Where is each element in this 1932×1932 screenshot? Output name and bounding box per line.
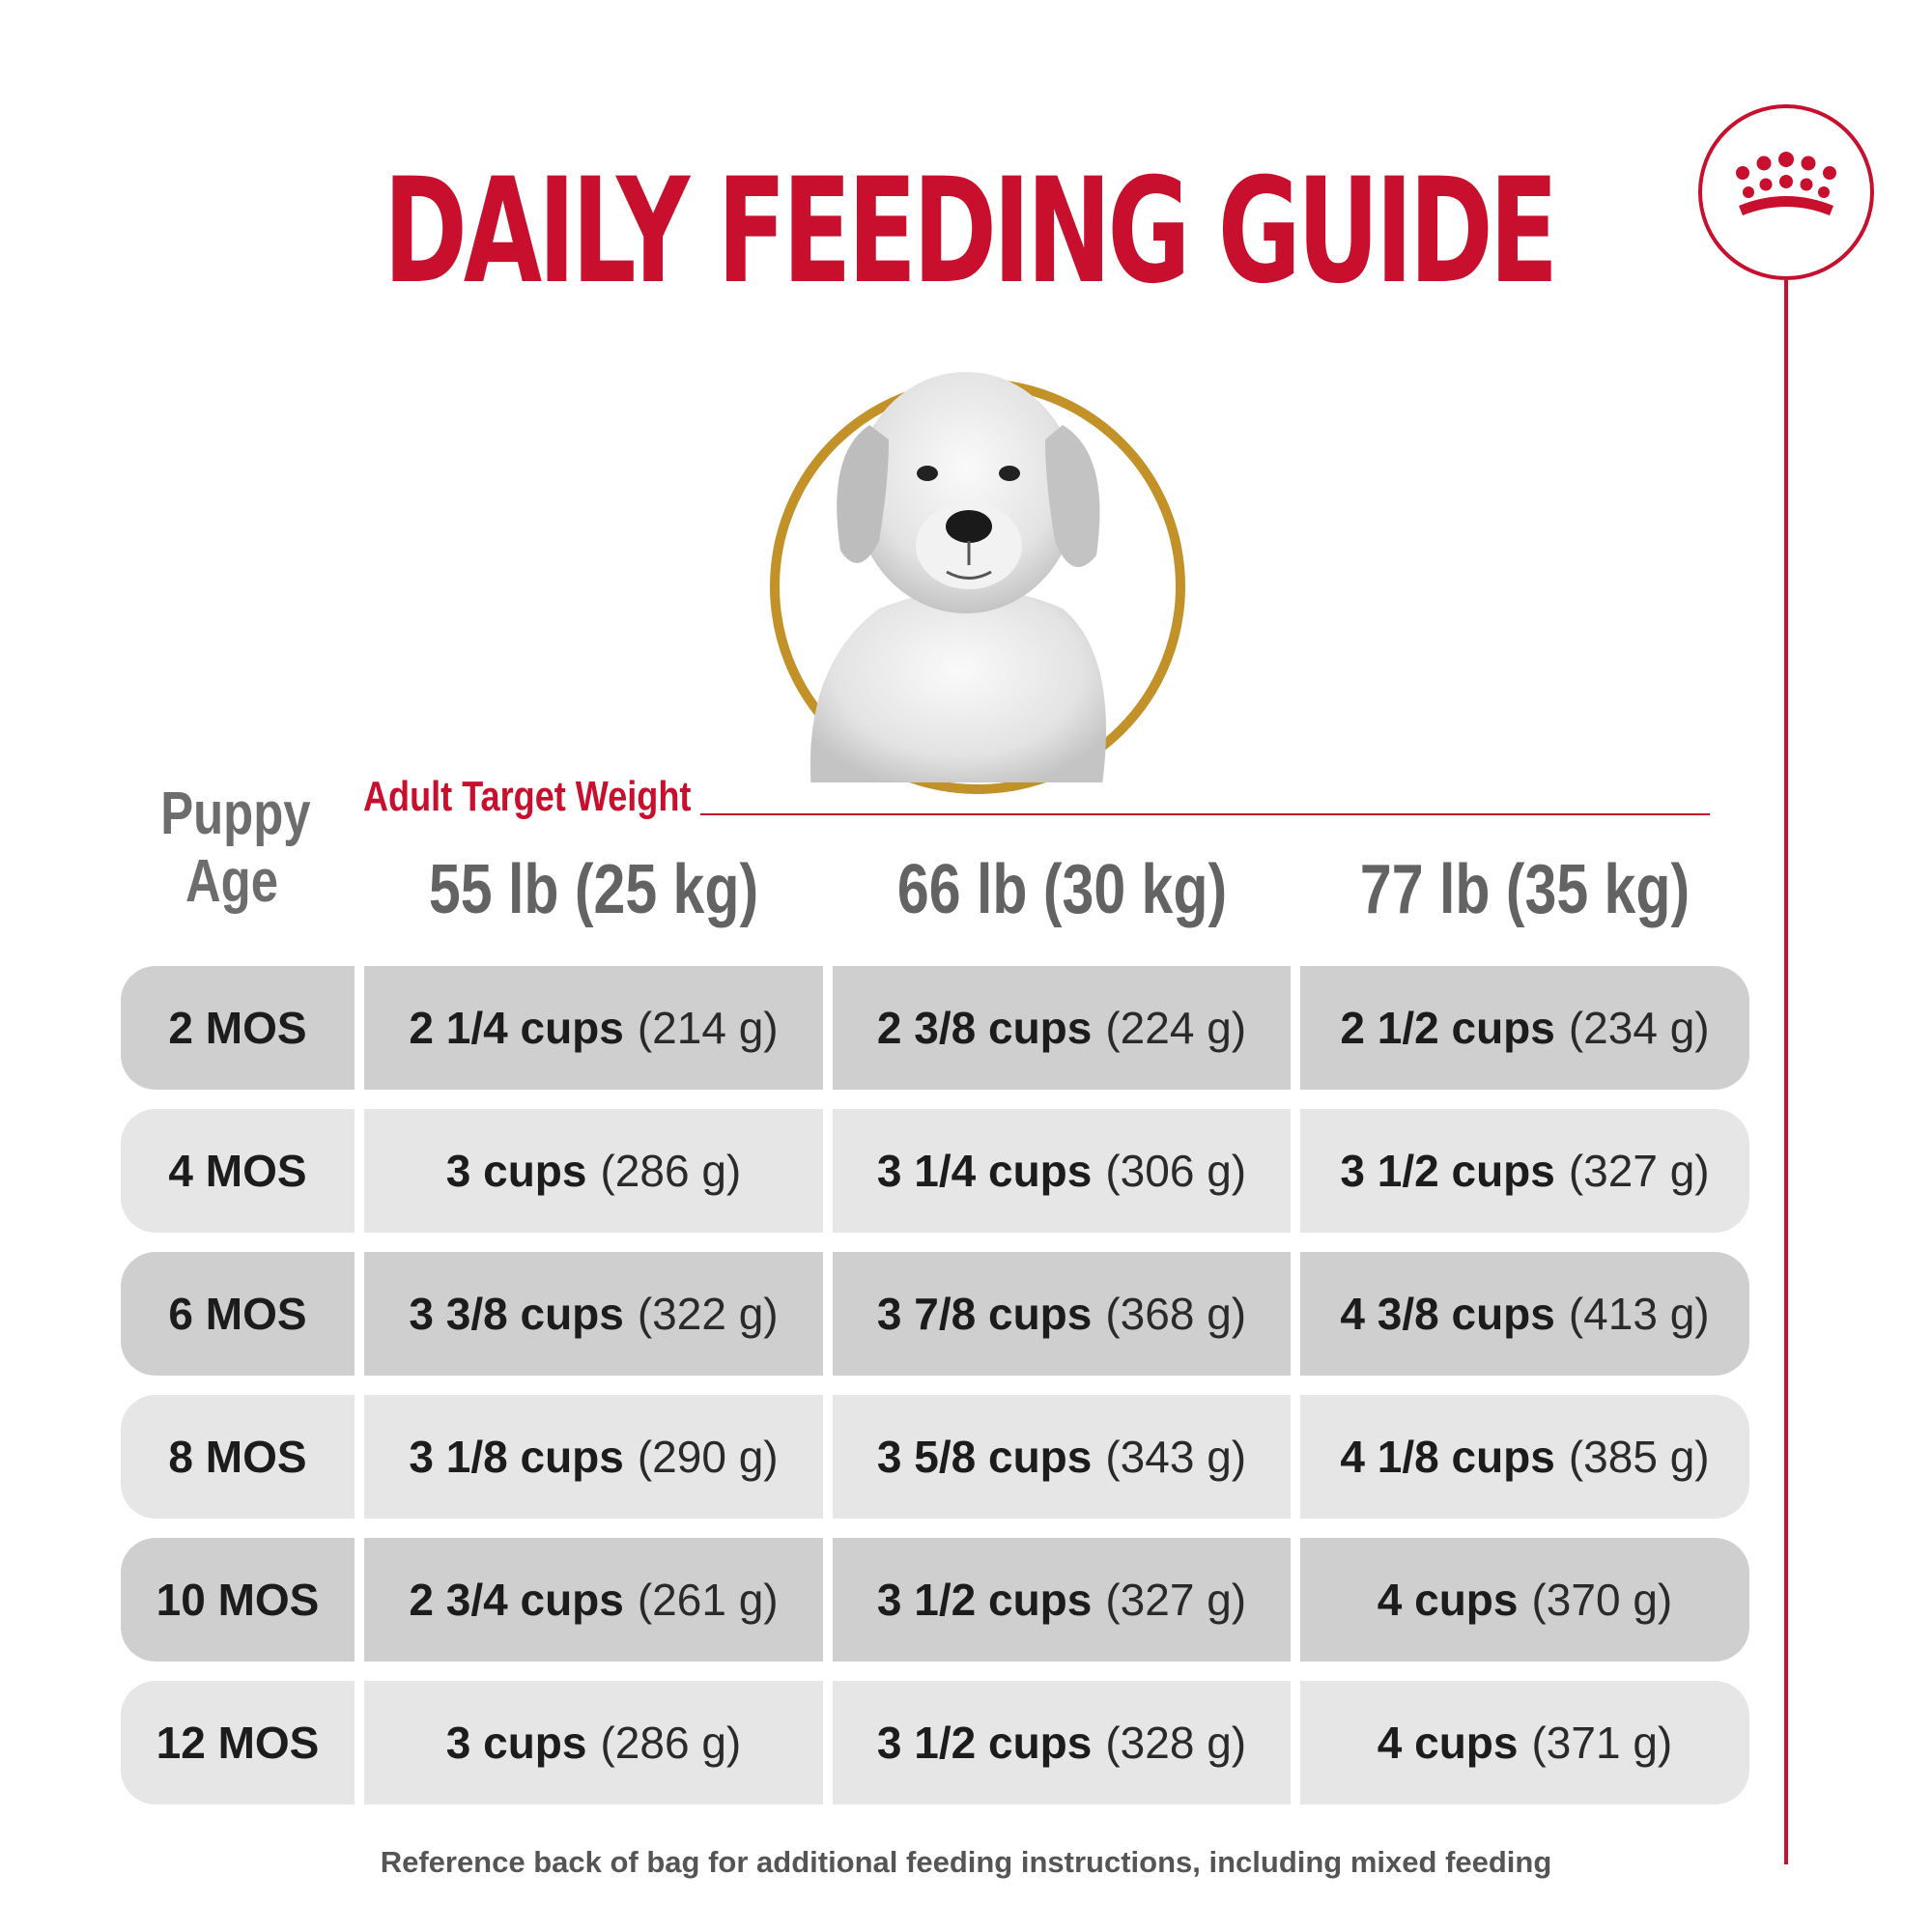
- weight-header-77lb: 77 lb (35 kg): [1359, 851, 1690, 928]
- column-divider: [355, 966, 364, 1090]
- feeding-amount-cell: 3 1/4 cups (306 g): [833, 1109, 1291, 1233]
- grams-amount: (306 g): [1105, 1146, 1247, 1196]
- column-divider: [355, 1538, 364, 1662]
- cups-amount: 3 1/2 cups: [1340, 1146, 1555, 1196]
- grams-amount: (286 g): [600, 1718, 742, 1768]
- footnote: Reference back of bag for additional fee…: [380, 1845, 1552, 1879]
- cups-amount: 4 cups: [1377, 1718, 1519, 1768]
- header-rule: [700, 813, 1710, 815]
- column-divider: [823, 1109, 833, 1233]
- cups-amount: 3 1/2 cups: [876, 1575, 1093, 1625]
- table-row: 6 MOS 3 3/8 cups (322 g) 3 7/8 cups (368 g) 4…: [121, 1252, 1749, 1376]
- feeding-amount-cell: 3 1/2 cups (328 g): [833, 1681, 1291, 1804]
- column-divider: [823, 1681, 833, 1804]
- brand-line: [1784, 280, 1788, 1864]
- grams-amount: (286 g): [600, 1146, 742, 1196]
- column-divider: [823, 966, 833, 1090]
- column-divider: [355, 1109, 364, 1233]
- adult-target-weight-header: Adult Target Weight: [363, 773, 692, 820]
- feeding-amount-cell: 4 3/8 cups (413 g): [1300, 1252, 1749, 1376]
- cups-amount: 3 cups: [445, 1718, 587, 1768]
- crown-icon: [1736, 152, 1836, 215]
- column-divider: [823, 1538, 833, 1662]
- feeding-amount-cell: 3 1/8 cups (290 g): [364, 1395, 823, 1519]
- feeding-amount-cell: 2 3/8 cups (224 g): [833, 966, 1291, 1090]
- feeding-amount-cell: 3 3/8 cups (322 g): [364, 1252, 823, 1376]
- grams-amount: (385 g): [1568, 1432, 1710, 1482]
- column-divider: [1291, 966, 1300, 1090]
- cups-amount: 2 3/8 cups: [876, 1003, 1093, 1053]
- cups-amount: 3 cups: [445, 1146, 587, 1196]
- table-row: 8 MOS 3 1/8 cups (290 g) 3 5/8 cups (343 g) 4…: [121, 1395, 1749, 1519]
- column-divider: [823, 1395, 833, 1519]
- puppy-age-cell: 12 MOS: [156, 1718, 320, 1768]
- grams-amount: (368 g): [1105, 1289, 1247, 1339]
- weight-header-55lb: 55 lb (25 kg): [428, 851, 759, 928]
- column-divider: [355, 1395, 364, 1519]
- grams-amount: (327 g): [1105, 1575, 1247, 1625]
- feeding-amount-cell: 4 cups (371 g): [1300, 1681, 1749, 1804]
- table-row: 10 MOS 2 3/4 cups (261 g) 3 1/2 cups (327 g)…: [121, 1538, 1749, 1662]
- puppy-age-cell: 6 MOS: [168, 1289, 307, 1339]
- grams-amount: (224 g): [1105, 1003, 1247, 1053]
- feeding-amount-cell: 3 7/8 cups (368 g): [833, 1252, 1291, 1376]
- table-row: 2 MOS 2 1/4 cups (214 g) 2 3/8 cups (224 g) 2…: [121, 966, 1749, 1090]
- cups-amount: 2 1/2 cups: [1340, 1003, 1555, 1053]
- column-divider: [1291, 1252, 1300, 1376]
- feeding-amount-cell: 3 1/2 cups (327 g): [833, 1538, 1291, 1662]
- puppy-age-cell: 8 MOS: [168, 1432, 307, 1482]
- table-row: 12 MOS 3 cups (286 g) 3 1/2 cups (328 g) 4 cu…: [121, 1681, 1749, 1804]
- puppy-age-header: Puppy Age: [160, 781, 311, 915]
- puppy-illustration: [810, 372, 1106, 782]
- puppy-age-cell: 2 MOS: [168, 1003, 307, 1053]
- grams-amount: (214 g): [637, 1003, 779, 1053]
- grams-amount: (328 g): [1105, 1718, 1247, 1768]
- cups-amount: 3 1/8 cups: [409, 1432, 624, 1482]
- grams-amount: (327 g): [1568, 1146, 1710, 1196]
- cups-amount: 3 7/8 cups: [876, 1289, 1093, 1339]
- cups-amount: 3 1/4 cups: [876, 1146, 1093, 1196]
- grams-amount: (234 g): [1568, 1003, 1710, 1053]
- column-divider: [1291, 1395, 1300, 1519]
- grams-amount: (370 g): [1531, 1575, 1673, 1625]
- column-divider: [1291, 1681, 1300, 1804]
- cups-amount: 2 3/4 cups: [409, 1575, 624, 1625]
- grams-amount: (343 g): [1105, 1432, 1247, 1482]
- feeding-amount-cell: 3 5/8 cups (343 g): [833, 1395, 1291, 1519]
- cups-amount: 4 1/8 cups: [1340, 1432, 1555, 1482]
- puppy-age-cell: 10 MOS: [156, 1575, 320, 1625]
- cups-amount: 4 3/8 cups: [1340, 1289, 1555, 1339]
- feeding-amount-cell: 3 cups (286 g): [364, 1109, 823, 1233]
- table-row: 4 MOS 3 cups (286 g) 3 1/4 cups (306 g) 3 1/2…: [121, 1109, 1749, 1233]
- cups-amount: 3 5/8 cups: [876, 1432, 1093, 1482]
- weight-header-66lb: 66 lb (30 kg): [896, 851, 1228, 928]
- column-divider: [355, 1252, 364, 1376]
- feeding-amount-cell: 4 cups (370 g): [1300, 1538, 1749, 1662]
- column-divider: [1291, 1109, 1300, 1233]
- feeding-amount-cell: 3 1/2 cups (327 g): [1300, 1109, 1749, 1233]
- cups-amount: 3 3/8 cups: [409, 1289, 624, 1339]
- grams-amount: (371 g): [1531, 1718, 1673, 1768]
- page-title: DAILY FEEDING GUIDE: [383, 148, 1558, 316]
- grams-amount: (413 g): [1568, 1289, 1710, 1339]
- cups-amount: 4 cups: [1377, 1575, 1519, 1625]
- feeding-amount-cell: 2 1/2 cups (234 g): [1300, 966, 1749, 1090]
- feeding-amount-cell: 2 1/4 cups (214 g): [364, 966, 823, 1090]
- puppy-age-cell: 4 MOS: [168, 1146, 307, 1196]
- column-divider: [355, 1681, 364, 1804]
- feeding-amount-cell: 2 3/4 cups (261 g): [364, 1538, 823, 1662]
- cups-amount: 2 1/4 cups: [409, 1003, 624, 1053]
- feeding-amount-cell: 3 cups (286 g): [364, 1681, 823, 1804]
- brand-logo: [1698, 104, 1874, 280]
- grams-amount: (322 g): [637, 1289, 779, 1339]
- grams-amount: (290 g): [637, 1432, 779, 1482]
- column-divider: [823, 1252, 833, 1376]
- grams-amount: (261 g): [637, 1575, 779, 1625]
- cups-amount: 3 1/2 cups: [876, 1718, 1093, 1768]
- feeding-amount-cell: 4 1/8 cups (385 g): [1300, 1395, 1749, 1519]
- column-divider: [1291, 1538, 1300, 1662]
